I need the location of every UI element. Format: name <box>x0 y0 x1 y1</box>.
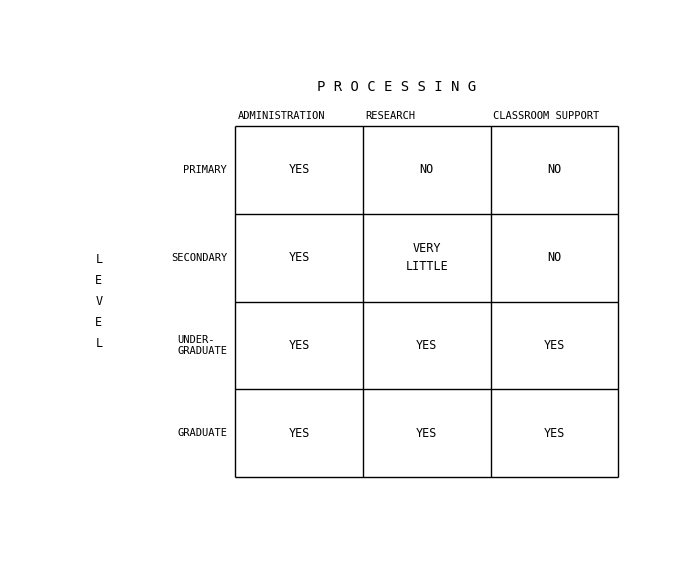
Text: VERY
LITTLE: VERY LITTLE <box>406 242 448 273</box>
Text: L
E
V
E
L: L E V E L <box>95 253 102 350</box>
Text: YES: YES <box>288 251 310 264</box>
Text: YES: YES <box>288 339 310 352</box>
Text: NO: NO <box>547 251 562 264</box>
Text: P R O C E S S I N G: P R O C E S S I N G <box>317 79 476 93</box>
Text: UNDER-
GRADUATE: UNDER- GRADUATE <box>177 335 227 356</box>
Text: YES: YES <box>416 339 438 352</box>
Text: CLASSROOM SUPPORT: CLASSROOM SUPPORT <box>493 111 599 121</box>
Text: YES: YES <box>288 163 310 176</box>
Text: RESEARCH: RESEARCH <box>365 111 416 121</box>
Text: PRIMARY: PRIMARY <box>184 165 227 175</box>
Text: YES: YES <box>288 427 310 440</box>
Text: NO: NO <box>420 163 434 176</box>
Text: YES: YES <box>416 427 438 440</box>
Text: ADMINISTRATION: ADMINISTRATION <box>238 111 326 121</box>
Text: YES: YES <box>544 339 565 352</box>
Text: YES: YES <box>544 427 565 440</box>
Text: SECONDARY: SECONDARY <box>171 253 227 263</box>
Text: GRADUATE: GRADUATE <box>177 428 227 439</box>
Text: NO: NO <box>547 163 562 176</box>
